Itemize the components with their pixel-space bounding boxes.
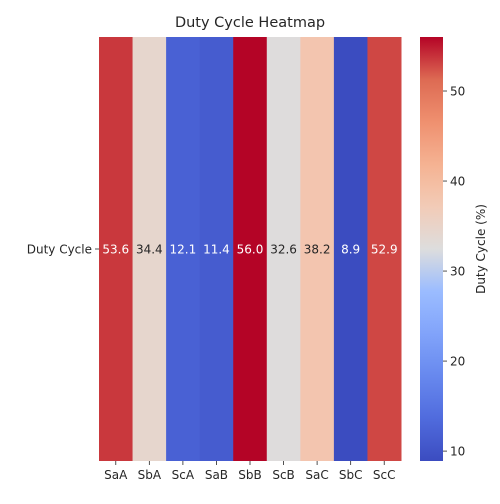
cell-value-label: 38.2 <box>304 243 331 257</box>
colorbar-tick-label: 20 <box>450 355 465 369</box>
heatmap-cell <box>166 37 201 461</box>
colorbar-gradient <box>420 37 443 461</box>
x-tick-label: ScB <box>272 468 294 482</box>
x-tick-label: SbB <box>238 468 261 482</box>
heatmap-cell <box>132 37 167 461</box>
cell-value-label: 52.9 <box>371 243 398 257</box>
x-tick-label: SaB <box>205 468 228 482</box>
cell-value-label: 11.4 <box>203 243 230 257</box>
colorbar-tick-label: 30 <box>450 265 465 279</box>
x-tick-label: SbA <box>138 468 162 482</box>
cell-value-label: 12.1 <box>170 243 197 257</box>
x-axis: SaA SbA ScA SaB SbB ScB SaC SbC ScC <box>104 461 396 482</box>
heatmap-cell <box>199 37 234 461</box>
colorbar-ticks: 10 20 30 40 50 <box>443 85 465 459</box>
heatmap-cell <box>99 37 134 461</box>
cell-value-label: 8.9 <box>341 243 360 257</box>
colorbar-tick-label: 50 <box>450 85 465 99</box>
cell-value-label: 34.4 <box>136 243 163 257</box>
cell-value-label: 32.6 <box>270 243 297 257</box>
cell-value-label: 53.6 <box>102 243 129 257</box>
heatmap-cell <box>266 37 301 461</box>
x-tick-label: SbC <box>339 468 363 482</box>
x-tick-label: SaA <box>104 468 128 482</box>
heatmap-cell <box>333 37 368 461</box>
heatmap-cells <box>99 37 402 461</box>
x-tick-label: SaC <box>305 468 328 482</box>
heatmap-cell <box>367 37 402 461</box>
colorbar-label: Duty Cycle (%) <box>474 204 488 294</box>
y-tick-label: Duty Cycle <box>27 243 92 257</box>
x-tick-label: ScC <box>373 468 396 482</box>
cell-value-label: 56.0 <box>237 243 264 257</box>
colorbar-tick-label: 40 <box>450 175 465 189</box>
y-axis: Duty Cycle <box>27 243 99 257</box>
colorbar-tick-label: 10 <box>450 445 465 459</box>
cell-annotations: 53.6 34.4 12.1 11.4 56.0 32.6 38.2 8.9 52.9 <box>102 243 397 257</box>
colorbar <box>420 37 443 461</box>
heatmap-cell <box>300 37 335 461</box>
chart-title: Duty Cycle Heatmap <box>175 15 325 31</box>
x-tick-label: ScA <box>172 468 195 482</box>
heatmap-cell <box>233 37 268 461</box>
